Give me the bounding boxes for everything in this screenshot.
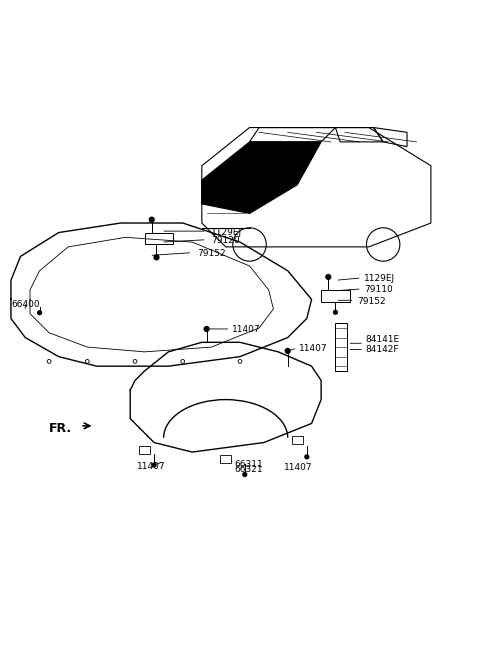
Circle shape — [305, 455, 309, 459]
Circle shape — [204, 327, 209, 331]
Circle shape — [326, 275, 331, 279]
Circle shape — [149, 217, 154, 222]
Text: 66400: 66400 — [11, 300, 39, 308]
Circle shape — [334, 310, 337, 314]
Circle shape — [152, 463, 156, 467]
Text: 79120: 79120 — [211, 236, 240, 245]
Text: 66321: 66321 — [234, 465, 263, 474]
Text: FR.: FR. — [49, 422, 72, 435]
Text: 11407: 11407 — [232, 325, 261, 335]
Text: 66311: 66311 — [234, 459, 263, 468]
Text: 11407: 11407 — [284, 463, 312, 472]
Text: 1129EJ: 1129EJ — [364, 274, 395, 283]
Text: 79152: 79152 — [197, 249, 226, 258]
Text: 11407: 11407 — [137, 462, 166, 471]
Circle shape — [285, 348, 290, 354]
Text: 79152: 79152 — [357, 297, 385, 306]
Text: 1129EJ: 1129EJ — [211, 228, 242, 237]
Circle shape — [154, 255, 159, 260]
Polygon shape — [202, 142, 321, 213]
Text: 79110: 79110 — [364, 285, 393, 295]
Circle shape — [243, 472, 247, 476]
Text: 84141E: 84141E — [365, 335, 399, 344]
Text: 84142F: 84142F — [365, 345, 398, 354]
Text: 11407: 11407 — [299, 344, 327, 354]
Circle shape — [37, 311, 41, 315]
